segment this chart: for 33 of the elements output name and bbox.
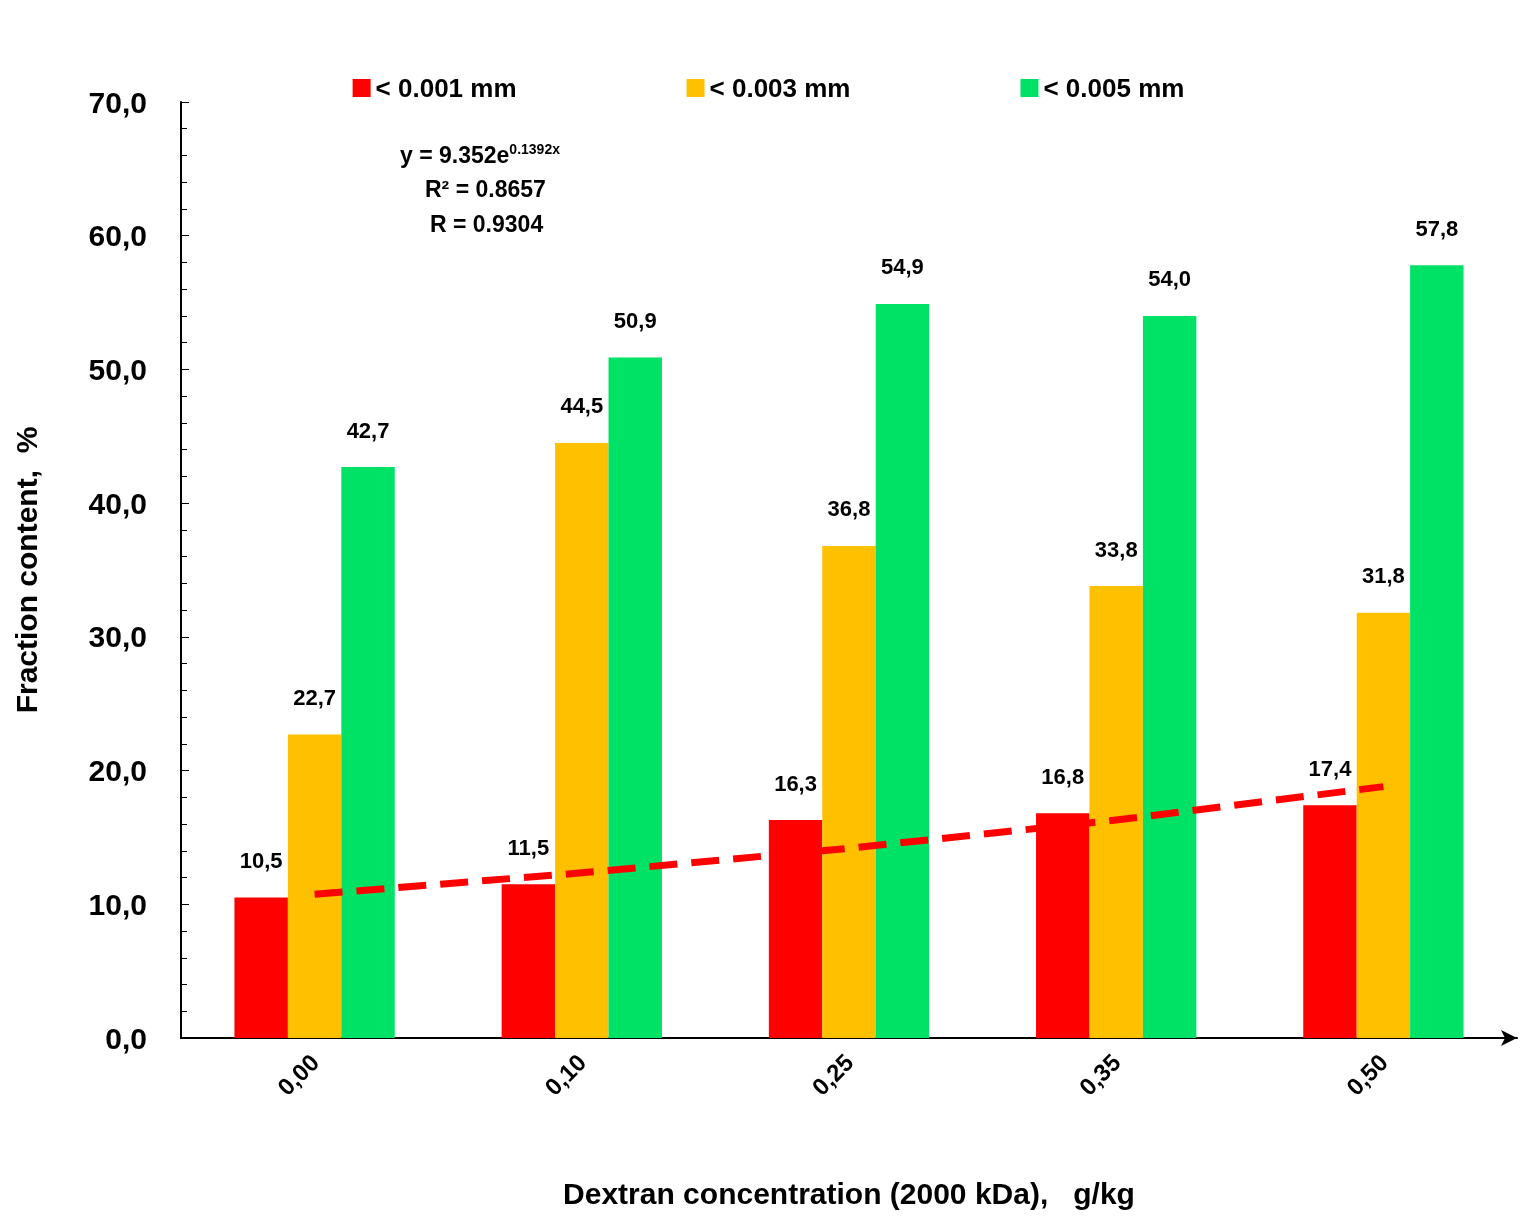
annotation: R² = 0.8657 — [425, 175, 546, 202]
y-tick-label: 0,0 — [105, 1021, 147, 1055]
x-axis-title: Dextran concentration (2000 kDa), g/kg — [563, 1176, 1135, 1210]
y-tick-label: 60,0 — [88, 219, 147, 253]
y-tick-label: 40,0 — [88, 486, 147, 520]
data-label: 36,8 — [827, 496, 871, 522]
y-tick-label: 50,0 — [88, 352, 147, 386]
y-axis-title: Fraction content, % — [9, 426, 43, 714]
data-label: 16,3 — [774, 770, 817, 796]
data-label: 10,5 — [239, 848, 283, 874]
data-label: 11,5 — [507, 834, 550, 860]
data-label: 50,9 — [613, 307, 657, 333]
data-label: 17,4 — [1308, 755, 1353, 781]
y-tick-label: 70,0 — [88, 85, 147, 119]
data-label: 42,7 — [346, 417, 390, 443]
data-label: 33,8 — [1094, 536, 1138, 562]
data-label: 44,5 — [560, 393, 604, 419]
y-tick-label: 30,0 — [88, 620, 147, 654]
data-label: 16,8 — [1041, 763, 1085, 789]
legend-label: < 0.005 mm — [1043, 73, 1185, 103]
annotation: R = 0.9304 — [430, 210, 544, 237]
legend-label: < 0.003 mm — [709, 73, 851, 103]
x-tick-label: 0,00 — [272, 1048, 325, 1101]
x-tick-label: 0,50 — [1340, 1048, 1393, 1101]
data-label: 22,7 — [293, 684, 337, 710]
data-label: 54,9 — [881, 254, 924, 280]
legend-label: < 0.001 mm — [375, 73, 517, 103]
data-label: 54,0 — [1148, 266, 1192, 292]
data-label: 57,8 — [1415, 215, 1459, 241]
y-tick-label: 20,0 — [88, 754, 147, 788]
y-tick-label: 10,0 — [88, 887, 147, 921]
data-label: 31,8 — [1361, 563, 1405, 589]
x-tick-label: 0,10 — [539, 1048, 592, 1101]
